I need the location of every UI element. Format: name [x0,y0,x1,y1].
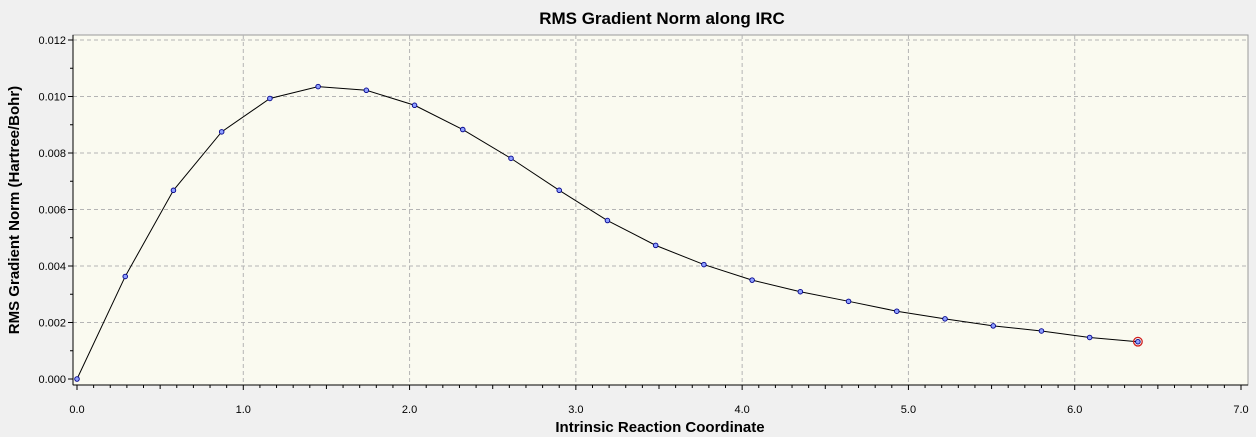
y-axis-label: RMS Gradient Norm (Hartree/Bohr) [6,86,23,334]
grid-lines [73,35,1248,385]
data-point [797,288,804,295]
data-point [1135,338,1141,345]
data-point [218,129,225,135]
x-tick-label: 2.0 [402,404,417,416]
data-point [315,83,321,90]
data-point [604,217,611,224]
x-tick-label: 1.0 [236,404,251,416]
data-point [701,261,707,268]
data-point [1086,334,1093,341]
data-point [411,102,418,109]
y-tick-label: 0.004 [38,261,66,273]
y-tick-labels: 0.000 0.002 0.004 0.006 0.008 0.010 0.012 [38,35,66,386]
y-tick-label: 0.008 [38,148,66,160]
data-point [267,95,273,102]
data-point [170,187,177,194]
y-tick-label: 0.000 [38,374,66,386]
current-point-marker [1132,336,1143,347]
data-point [652,242,659,249]
x-tick-label: 5.0 [901,404,916,416]
x-tick-label: 3.0 [568,404,583,416]
y-tick-label: 0.010 [38,92,66,104]
data-point [894,308,900,314]
y-tick-label: 0.006 [38,205,66,217]
y-tick-label: 0.002 [38,318,66,330]
data-point [942,316,948,322]
x-tick-label: 6.0 [1067,404,1082,416]
data-point [508,155,514,162]
x-tick-label: 7.0 [1233,404,1248,416]
data-point [363,87,370,94]
data-point [460,126,466,133]
data-point [1038,328,1045,334]
x-axis-label: Intrinsic Reaction Coordinate [555,419,764,436]
data-point [122,273,128,280]
x-tick-label: 0.0 [69,404,84,416]
y-tick-label: 0.012 [38,35,66,47]
data-point [74,376,80,382]
data-points [74,83,1143,382]
x-tick-label: 4.0 [734,404,749,416]
data-point [749,277,755,283]
plot-area [72,34,1249,386]
data-point [845,298,852,305]
data-point [556,187,562,194]
x-tick-labels: 0.0 1.0 2.0 3.0 4.0 5.0 6.0 7.0 [69,404,1248,416]
data-point [990,323,996,329]
chart-title: RMS Gradient Norm along IRC [539,9,785,28]
